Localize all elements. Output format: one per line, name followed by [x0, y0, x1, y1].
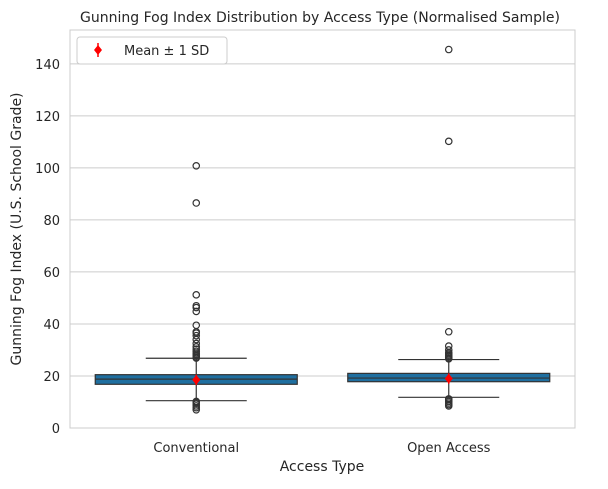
- y-tick-label: 140: [35, 58, 60, 73]
- x-tick-label: Open Access: [407, 441, 491, 456]
- outlier-point: [444, 327, 453, 336]
- outlier-point: [192, 301, 201, 310]
- legend-frame: [76, 36, 228, 65]
- mean-marker: [444, 373, 453, 384]
- box-group: [94, 161, 298, 414]
- x-tick-label: Conventional: [153, 441, 239, 456]
- outlier-point: [444, 137, 453, 146]
- outlier-point: [444, 395, 453, 403]
- chart-title: Gunning Fog Index Distribution by Access…: [80, 10, 560, 26]
- outlier-point: [192, 343, 201, 351]
- y-tick-label: 40: [43, 318, 60, 333]
- mean-marker: [192, 374, 201, 385]
- y-tick-label: 60: [43, 266, 60, 281]
- outlier-point: [192, 345, 201, 353]
- outlier-point: [192, 291, 201, 299]
- outlier-point: [192, 199, 201, 207]
- y-tick-label: 100: [35, 162, 60, 177]
- outlier-point: [444, 342, 453, 350]
- y-tick-label: 120: [35, 110, 60, 125]
- outlier-point: [192, 405, 201, 414]
- outlier-point: [192, 161, 201, 170]
- y-tick-label: 20: [43, 370, 60, 385]
- y-tick-label: 80: [43, 214, 60, 229]
- outlier-point: [444, 45, 453, 54]
- plot-frame: [69, 29, 576, 429]
- outlier-point: [192, 307, 201, 316]
- legend-label: Mean ± 1 SD: [124, 44, 209, 59]
- boxes: [94, 45, 551, 414]
- outlier-point: [192, 321, 201, 330]
- y-tick-label: 0: [52, 422, 60, 437]
- outlier-point: [444, 346, 453, 354]
- legend-mean-marker-icon: [94, 45, 102, 55]
- outlier-point: [192, 347, 201, 356]
- legend: Mean ± 1 SD: [76, 36, 228, 65]
- tick-labels: 0 20 40 60 80 100 120 140 Conventional Open Acces…: [35, 58, 490, 456]
- x-axis-label: Access Type: [280, 459, 365, 475]
- outlier-point: [192, 331, 201, 340]
- outlier-point: [192, 339, 201, 348]
- outlier-point: [192, 397, 201, 406]
- y-axis-label: Gunning Fog Index (U.S. School Grade): [9, 92, 25, 365]
- box-group: [347, 45, 551, 410]
